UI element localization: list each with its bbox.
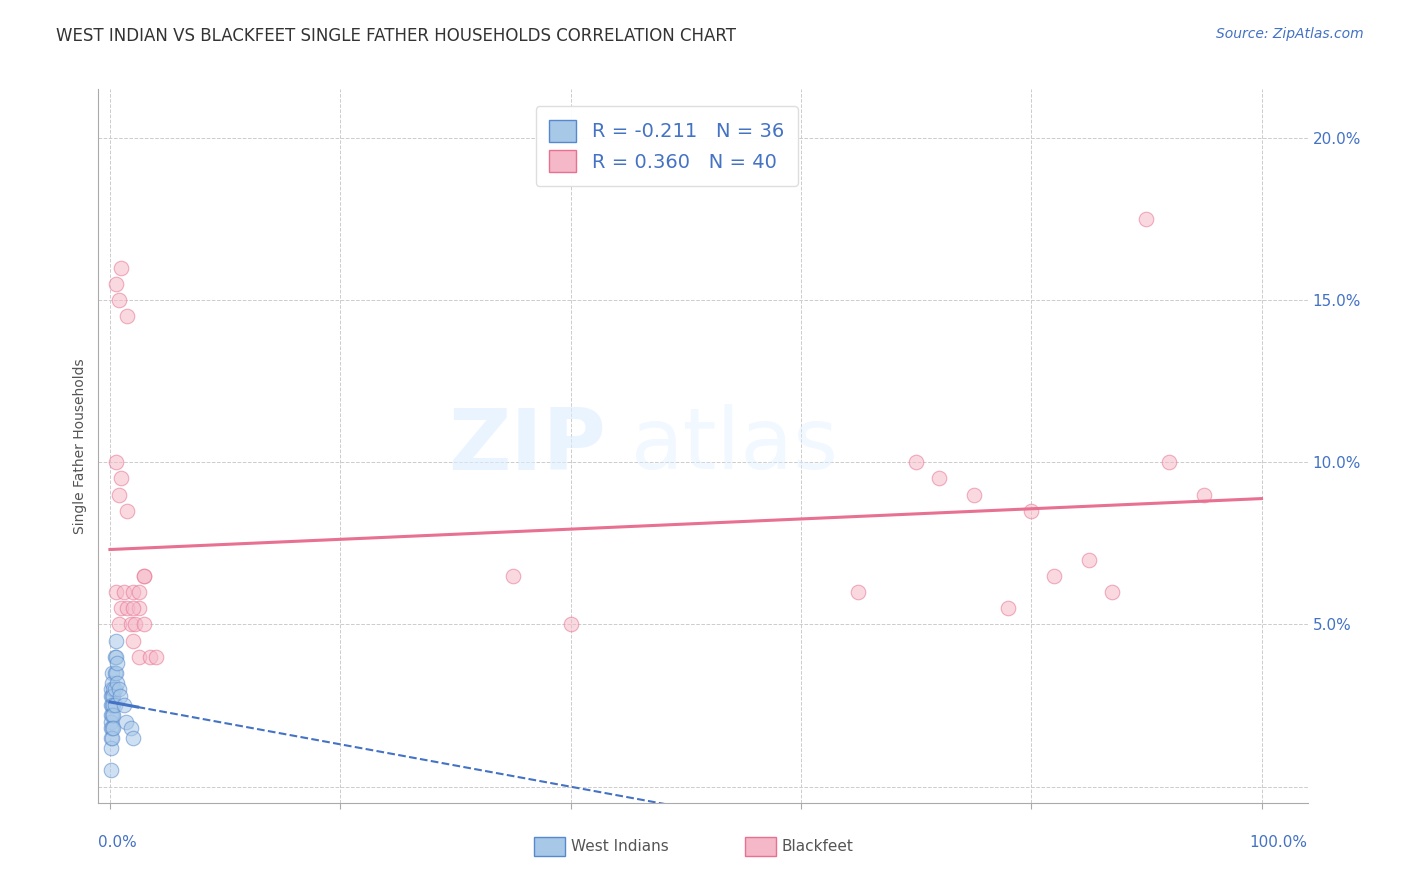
Point (848, 585, 870, 599)
Y-axis label: Single Father Households: Single Father Households (73, 359, 87, 533)
Text: atlas: atlas (630, 404, 838, 488)
Point (110, 471, 132, 485)
Point (1019, 504, 1042, 518)
Point (101, 708, 124, 723)
Point (502, 568, 524, 582)
Point (108, 682, 131, 697)
Point (101, 721, 124, 735)
Point (145, 649, 167, 664)
Point (100, 721, 122, 735)
Point (100, 682, 122, 697)
Point (104, 277, 127, 291)
Point (108, 488, 131, 502)
Point (100, 714, 122, 729)
Point (122, 633, 145, 648)
Point (105, 657, 128, 671)
Point (100, 740, 122, 755)
Text: 100.0%: 100.0% (1250, 836, 1308, 850)
Point (108, 617, 131, 632)
Point (103, 649, 125, 664)
Text: Source: ZipAtlas.com: Source: ZipAtlas.com (1216, 27, 1364, 41)
Point (115, 601, 138, 615)
Point (560, 617, 582, 632)
Point (1077, 552, 1099, 566)
Point (122, 585, 145, 599)
Point (103, 708, 125, 723)
Point (108, 293, 131, 307)
Point (104, 633, 127, 648)
Legend: R = -0.211   N = 36, R = 0.360   N = 40: R = -0.211 N = 36, R = 0.360 N = 40 (536, 106, 797, 186)
Point (104, 666, 127, 681)
Point (962, 488, 984, 502)
Point (124, 617, 146, 632)
Point (134, 568, 156, 582)
Point (101, 698, 124, 713)
Point (101, 666, 124, 681)
Point (120, 721, 142, 735)
Point (139, 649, 162, 664)
Point (128, 585, 150, 599)
Point (104, 455, 127, 469)
Text: 0.0%: 0.0% (98, 836, 138, 850)
Text: Blackfeet: Blackfeet (782, 839, 853, 854)
Point (103, 721, 125, 735)
Point (103, 698, 125, 713)
Point (103, 682, 125, 697)
Point (101, 689, 124, 703)
Point (928, 471, 950, 485)
Point (120, 617, 142, 632)
Point (105, 675, 128, 690)
Point (115, 714, 138, 729)
Point (101, 675, 124, 690)
Point (110, 260, 132, 275)
Point (103, 666, 125, 681)
Point (104, 649, 127, 664)
Point (115, 310, 138, 324)
Point (1135, 211, 1157, 226)
Text: West Indians: West Indians (571, 839, 669, 854)
Point (134, 617, 156, 632)
Point (1159, 455, 1181, 469)
Point (110, 601, 132, 615)
Point (100, 708, 122, 723)
Point (110, 689, 132, 703)
Point (134, 568, 156, 582)
Point (905, 455, 928, 469)
Point (1192, 488, 1215, 502)
Point (100, 731, 122, 745)
Point (122, 601, 145, 615)
Point (104, 585, 127, 599)
Point (100, 689, 122, 703)
Point (128, 649, 150, 664)
Point (100, 698, 122, 713)
Point (100, 764, 122, 778)
Point (101, 731, 124, 745)
Point (115, 504, 138, 518)
Point (128, 601, 150, 615)
Point (103, 682, 125, 697)
Text: WEST INDIAN VS BLACKFEET SINGLE FATHER HOUSEHOLDS CORRELATION CHART: WEST INDIAN VS BLACKFEET SINGLE FATHER H… (56, 27, 737, 45)
Point (112, 698, 135, 713)
Point (103, 698, 125, 713)
Point (103, 689, 125, 703)
Text: ZIP: ZIP (449, 404, 606, 488)
Point (1101, 585, 1123, 599)
Point (112, 585, 135, 599)
Point (1043, 568, 1066, 582)
Point (997, 601, 1019, 615)
Point (122, 731, 145, 745)
